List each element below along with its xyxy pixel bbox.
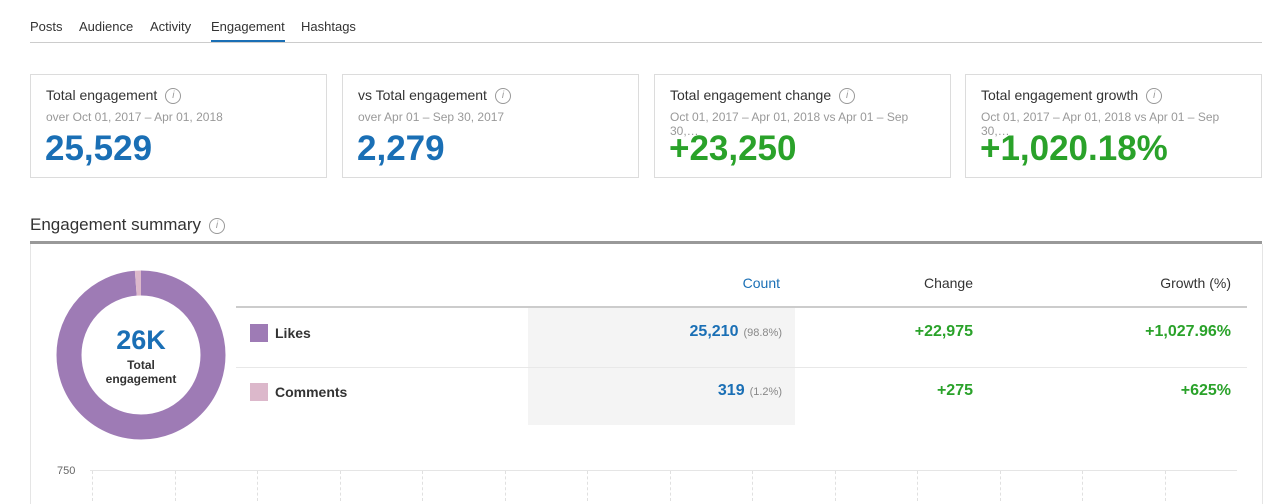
card-value: 2,279 xyxy=(357,129,445,168)
vertical-grid-line xyxy=(999,471,1001,501)
vertical-grid-line xyxy=(669,471,671,501)
donut-segment xyxy=(56,270,226,440)
tab[interactable]: Posts xyxy=(30,19,63,34)
share-value: (98.8%) xyxy=(743,327,782,339)
metric-card: Total engagement growth i Oct 01, 2017 – A… xyxy=(965,74,1262,178)
vertical-grid-line xyxy=(92,471,93,501)
legend-swatch xyxy=(250,324,268,342)
card-value: +23,250 xyxy=(669,129,797,168)
section-title: Engagement summary i xyxy=(30,215,226,235)
section-rule xyxy=(30,241,1262,244)
vertical-grid-line xyxy=(339,471,341,501)
card-title-text: Total engagement change xyxy=(670,87,832,103)
card-title-text: Total engagement growth xyxy=(981,87,1139,103)
active-tab-indicator xyxy=(211,40,285,43)
metric-card: vs Total engagement i over Apr 01 – Sep 30… xyxy=(342,74,639,178)
tab[interactable]: Hashtags xyxy=(301,19,356,34)
tab[interactable]: Audience xyxy=(79,19,134,34)
donut-value: 26K xyxy=(116,325,166,355)
vertical-grid-line xyxy=(257,471,258,501)
vertical-grid-line xyxy=(1082,471,1083,501)
info-icon[interactable]: i xyxy=(165,88,182,105)
vertical-grid-line xyxy=(504,471,506,501)
change-cell: +275 xyxy=(936,382,973,399)
change-cell: +22,975 xyxy=(914,323,973,340)
table-header-rule xyxy=(236,306,1247,308)
tab-divider xyxy=(30,42,1262,43)
donut xyxy=(56,270,226,440)
row-divider xyxy=(236,367,1247,368)
count-cell: 319 (1.2%) xyxy=(718,382,782,400)
card-subtitle: Oct 01, 2017 – Apr 01, 2018 vs Apr 01 – … xyxy=(670,110,909,138)
row-label: Comments xyxy=(275,384,348,400)
card-title: vs Total engagement i xyxy=(358,87,511,105)
y-tick-label: 750 xyxy=(57,465,76,477)
section-title-text: Engagement summary xyxy=(30,215,202,234)
vertical-grid-line xyxy=(917,471,918,501)
vertical-grid-line xyxy=(834,471,836,501)
grid-line xyxy=(90,470,1237,471)
vertical-grid-line xyxy=(422,471,423,501)
column-header: Change xyxy=(923,275,973,291)
tab[interactable]: Activity xyxy=(150,19,192,34)
donut-label: Total engagement xyxy=(105,358,177,386)
growth-cell: +1,027.96% xyxy=(1145,323,1231,340)
info-icon[interactable]: i xyxy=(1146,88,1163,105)
vertical-grid-line xyxy=(1164,471,1166,501)
card-title: Total engagement growth i xyxy=(981,87,1163,105)
tab[interactable]: Engagement xyxy=(211,19,285,34)
card-title: Total engagement i xyxy=(46,87,182,105)
count-value: 25,210 xyxy=(689,323,739,340)
vertical-grid-line xyxy=(174,471,176,501)
vertical-grid-line xyxy=(752,471,753,501)
panel xyxy=(30,244,1263,504)
column-header: Growth (%) xyxy=(1160,275,1231,291)
legend-swatch xyxy=(250,383,268,401)
card-title-text: vs Total engagement xyxy=(358,87,487,103)
column-header: Count xyxy=(742,275,780,291)
card-subtitle: over Apr 01 – Sep 30, 2017 xyxy=(358,110,505,124)
card-subtitle: Oct 01, 2017 – Apr 01, 2018 vs Apr 01 – … xyxy=(981,110,1220,138)
count-column-shade xyxy=(528,308,795,425)
info-icon[interactable]: i xyxy=(494,88,511,105)
metric-card: Total engagement change i Oct 01, 2017 – A… xyxy=(654,74,951,178)
info-icon[interactable]: i xyxy=(839,88,856,105)
metric-card: Total engagement i over Oct 01, 2017 – Apr… xyxy=(30,74,327,178)
card-title: Total engagement change i xyxy=(670,87,856,105)
card-subtitle: over Oct 01, 2017 – Apr 01, 2018 xyxy=(46,110,223,124)
count-value: 319 xyxy=(717,382,745,399)
info-icon[interactable]: i xyxy=(209,217,226,234)
growth-cell: +625% xyxy=(1180,382,1231,399)
card-value: +1,020.18% xyxy=(980,129,1168,168)
count-cell: 25,210 (98.8%) xyxy=(690,323,782,341)
card-title-text: Total engagement xyxy=(46,87,158,103)
row-label: Likes xyxy=(275,325,311,341)
card-value: 25,529 xyxy=(45,129,153,168)
share-value: (1.2%) xyxy=(749,386,782,398)
vertical-grid-line xyxy=(587,471,588,501)
